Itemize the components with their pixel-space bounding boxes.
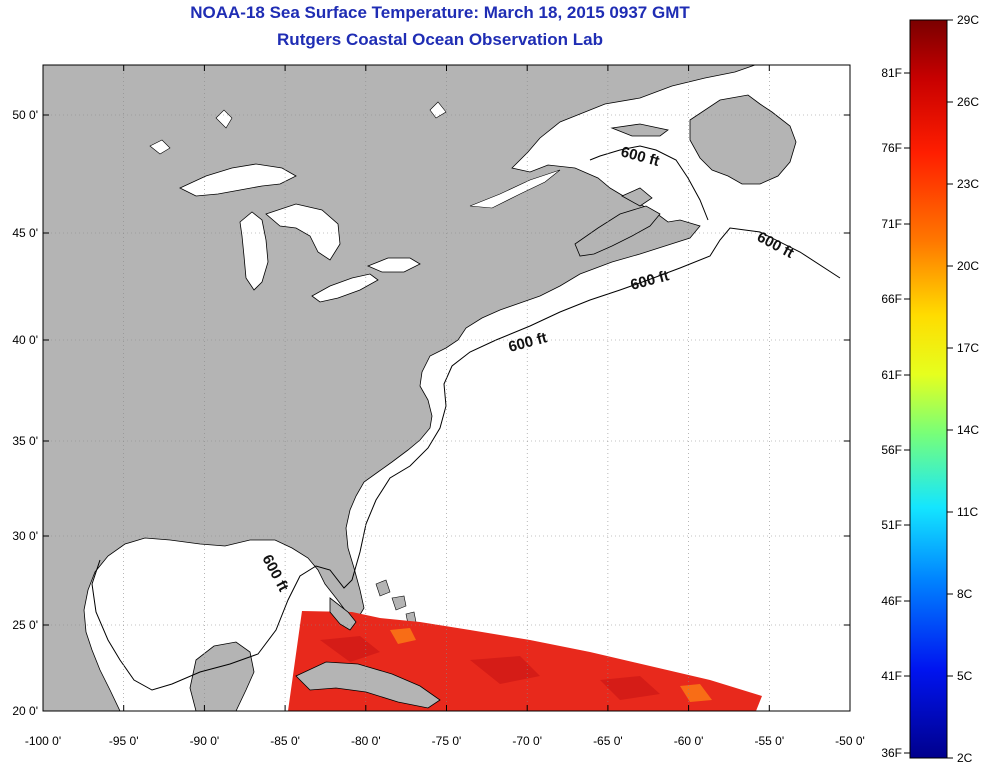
longitude-labels: -100 0' -95 0' -90 0' -85 0' -80 0' -75 0' -70… bbox=[25, 734, 865, 748]
colorbar-celsius-label: 14C bbox=[957, 423, 979, 437]
northern-lake-1 bbox=[215, 109, 233, 129]
lake-superior bbox=[179, 163, 297, 197]
colorbar-celsius-label: 8C bbox=[957, 587, 973, 601]
lon-tick-label: -100 0' bbox=[25, 734, 61, 748]
colorbar-celsius-label: 2C bbox=[957, 751, 973, 765]
colorbar-fahrenheit-label: 61F bbox=[881, 368, 902, 382]
anticosti-island bbox=[610, 123, 669, 137]
lon-tick-label: -75 0' bbox=[432, 734, 462, 748]
colorbar-fahrenheit-label: 66F bbox=[881, 292, 902, 306]
lon-tick-label: -90 0' bbox=[190, 734, 220, 748]
lake-erie bbox=[311, 273, 379, 303]
north-america-land bbox=[43, 65, 756, 711]
lat-tick-label: 40 0' bbox=[12, 333, 38, 347]
colorbar-celsius-label: 5C bbox=[957, 669, 973, 683]
colorbar-fahrenheit-label: 46F bbox=[881, 594, 902, 608]
map-title: NOAA-18 Sea Surface Temperature: March 1… bbox=[190, 3, 690, 22]
colorbar-fahrenheit-label: 56F bbox=[881, 443, 902, 457]
colorbar-celsius-label: 17C bbox=[957, 341, 979, 355]
nova-scotia-land bbox=[574, 205, 661, 257]
cape-breton-island bbox=[621, 187, 653, 207]
axis-ticks bbox=[42, 65, 851, 712]
bahamas-islands bbox=[375, 579, 417, 625]
lat-tick-label: 35 0' bbox=[12, 434, 38, 448]
sst-swath-warm-patches bbox=[320, 636, 660, 700]
lon-tick-label: -55 0' bbox=[754, 734, 784, 748]
colorbar-celsius-label: 20C bbox=[957, 259, 979, 273]
map-graticule bbox=[43, 65, 850, 711]
lon-tick-label: -80 0' bbox=[351, 734, 381, 748]
lake-huron bbox=[265, 203, 341, 261]
colorbar-fahrenheit-labels: 81F 76F 71F 66F 61F 56F 51F 46F 41F 36F bbox=[881, 66, 902, 760]
lon-tick-label: -85 0' bbox=[270, 734, 300, 748]
colorbar-celsius-label: 23C bbox=[957, 177, 979, 191]
lon-tick-label: -60 0' bbox=[674, 734, 704, 748]
lon-tick-label: -95 0' bbox=[109, 734, 139, 748]
colorbar-fahrenheit-label: 36F bbox=[881, 746, 902, 760]
lon-tick-label: -50 0' bbox=[835, 734, 865, 748]
temperature-colorbar bbox=[909, 19, 948, 759]
colorbar-fahrenheit-label: 71F bbox=[881, 217, 902, 231]
colorbar-fahrenheit-label: 41F bbox=[881, 669, 902, 683]
colorbar-ticks bbox=[904, 19, 953, 759]
map-subtitle: Rutgers Coastal Ocean Observation Lab bbox=[277, 30, 603, 49]
lat-tick-label: 50 0' bbox=[12, 108, 38, 122]
lake-ontario bbox=[366, 257, 421, 273]
colorbar-celsius-labels: 29C 26C 23C 20C 17C 14C 11C 8C 5C 2C bbox=[957, 13, 979, 765]
bathymetry-contour-600ft bbox=[91, 145, 841, 691]
lat-tick-label: 30 0' bbox=[12, 529, 38, 543]
lake-michigan bbox=[239, 211, 269, 291]
colorbar-celsius-label: 29C bbox=[957, 13, 979, 27]
yucatan-land bbox=[189, 641, 255, 711]
colorbar-celsius-label: 26C bbox=[957, 95, 979, 109]
colorbar-fahrenheit-label: 51F bbox=[881, 518, 902, 532]
colorbar-fahrenheit-label: 81F bbox=[881, 66, 902, 80]
northern-lake-3 bbox=[429, 101, 447, 119]
lon-tick-label: -65 0' bbox=[593, 734, 623, 748]
lat-tick-label: 25 0' bbox=[12, 618, 38, 632]
northern-lake-2 bbox=[149, 139, 171, 155]
lon-tick-label: -70 0' bbox=[512, 734, 542, 748]
colorbar-fahrenheit-label: 76F bbox=[881, 141, 902, 155]
lat-tick-label: 45 0' bbox=[12, 226, 38, 240]
latitude-labels: 50 0' 45 0' 40 0' 35 0' 30 0' 25 0' 20 0' bbox=[12, 108, 38, 718]
st-lawrence-estuary bbox=[469, 169, 561, 209]
lat-tick-label: 20 0' bbox=[12, 704, 38, 718]
florida-land bbox=[329, 597, 357, 631]
colorbar-celsius-label: 11C bbox=[957, 505, 978, 519]
cuba-land bbox=[295, 661, 441, 709]
